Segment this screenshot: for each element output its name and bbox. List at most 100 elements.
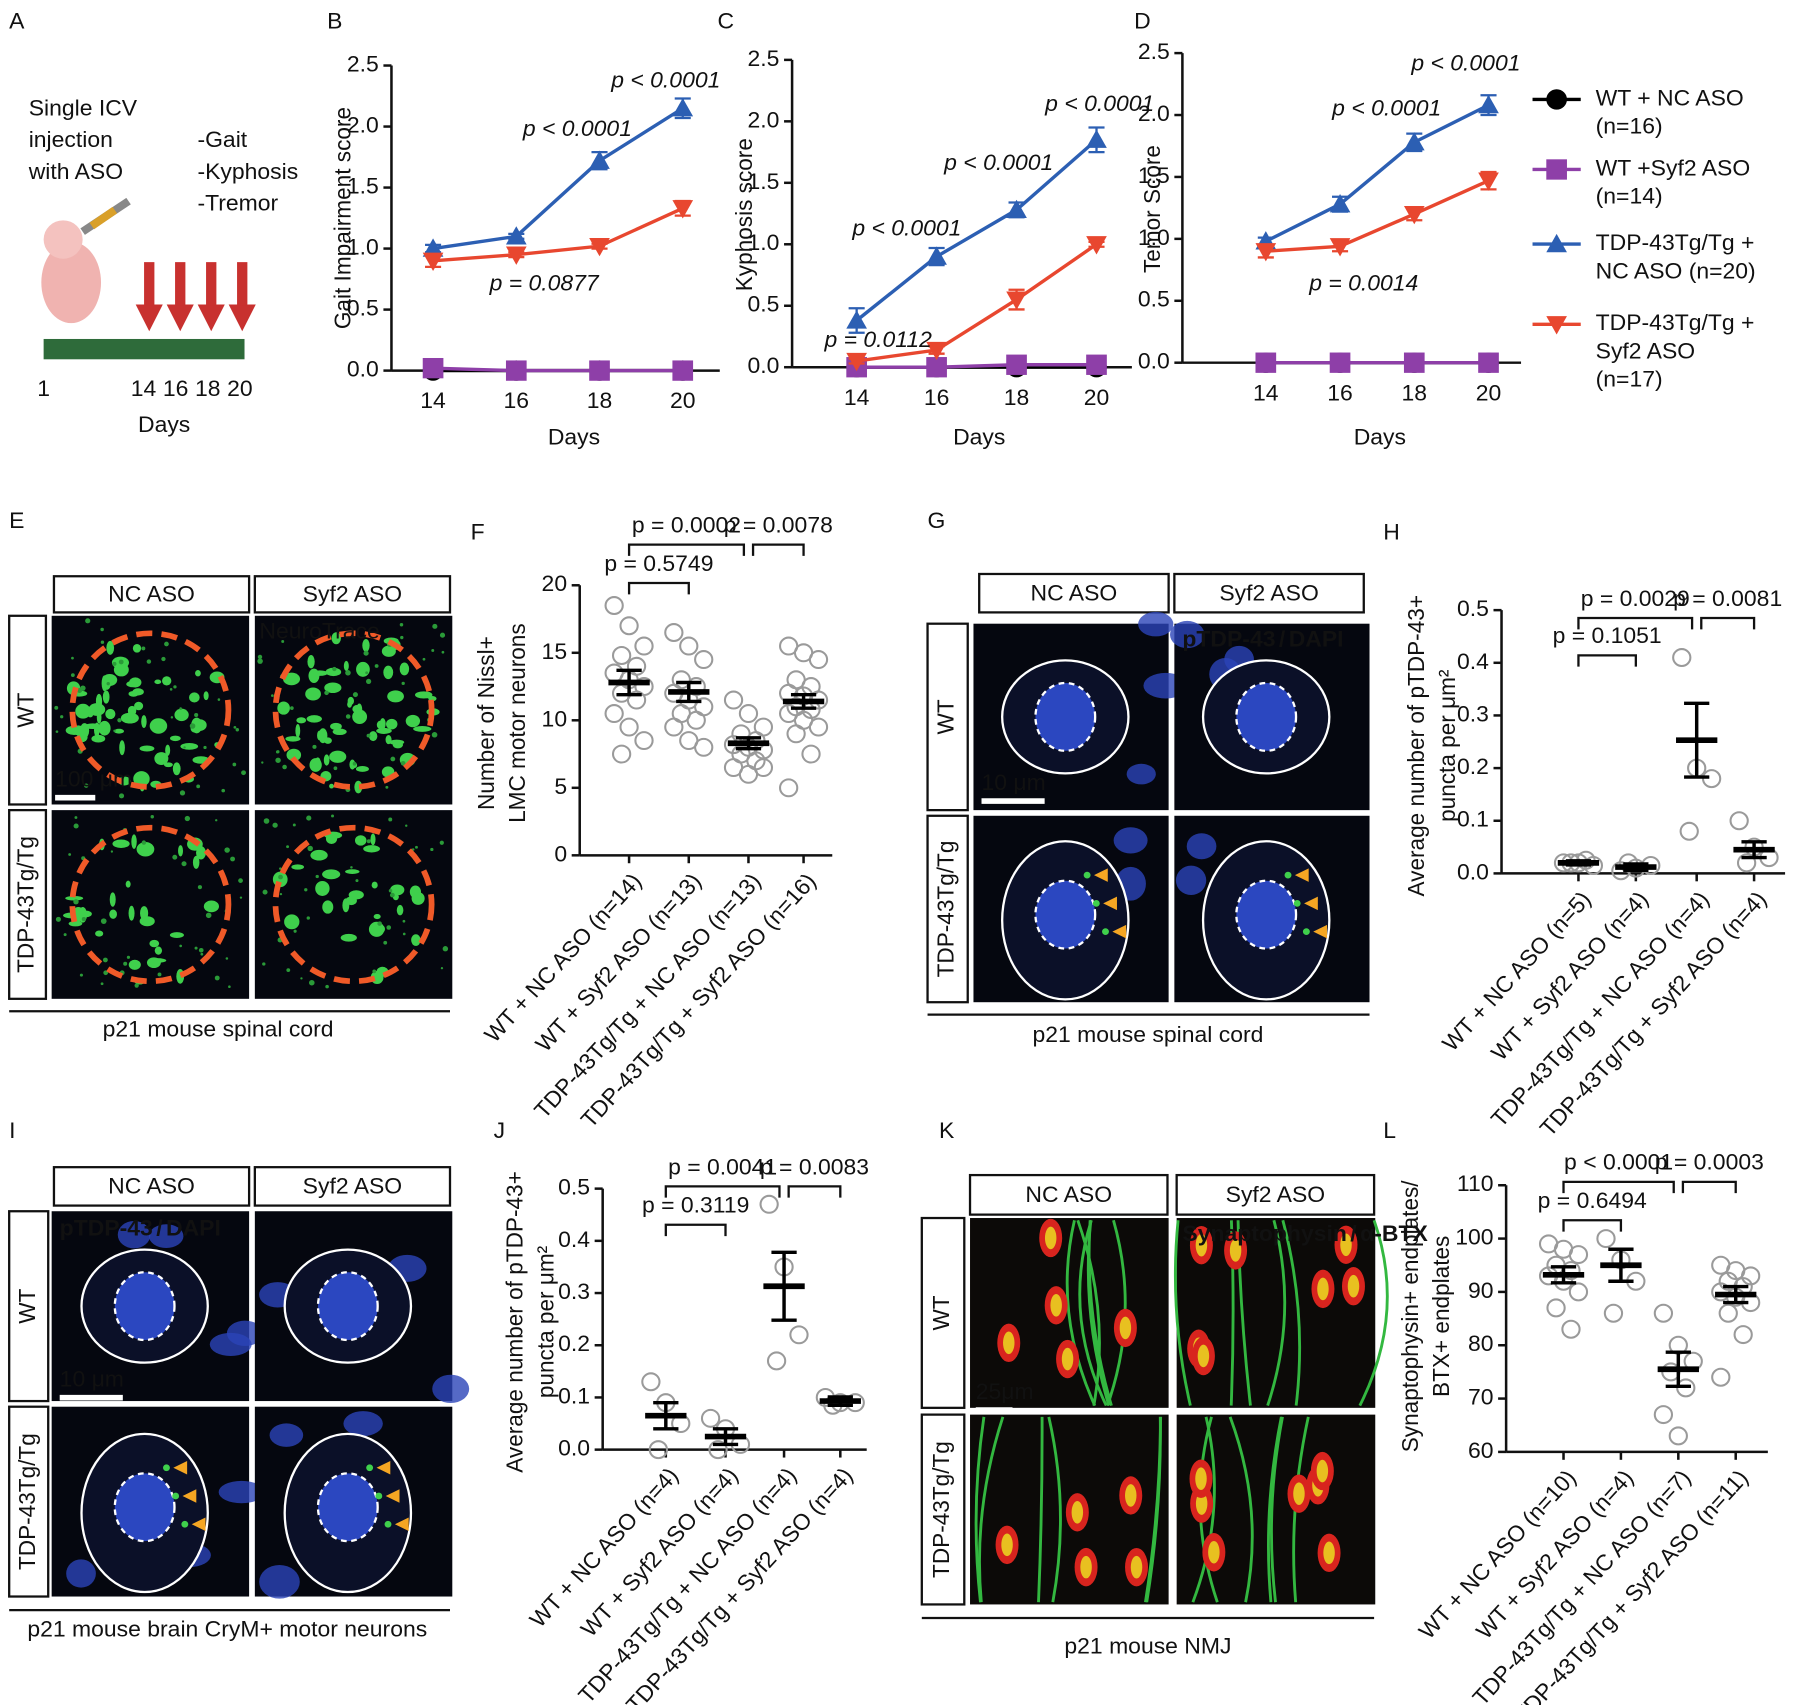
background-stain <box>100 982 104 986</box>
data-point <box>634 636 654 656</box>
marker <box>1546 233 1567 253</box>
background-stain <box>194 713 199 718</box>
marker <box>589 360 610 381</box>
bracket <box>627 543 746 556</box>
background-stain <box>300 977 303 980</box>
background-stain <box>262 962 266 966</box>
cell-stain <box>155 721 161 726</box>
x-tick-label: TDP-43Tg/Tg + NC ASO (n=4) <box>573 1462 802 1705</box>
background-stain <box>100 640 105 644</box>
nucleus-stain <box>343 1411 383 1437</box>
y-tick-label: 60 <box>1468 1437 1494 1463</box>
nucleus <box>1235 681 1298 752</box>
data-point <box>641 1372 661 1392</box>
background-stain <box>118 659 124 665</box>
background-stain <box>233 725 237 729</box>
nerve-fiber <box>1228 1416 1254 1603</box>
data-point <box>1668 1426 1688 1446</box>
marker <box>589 150 610 169</box>
bracket <box>1562 1219 1623 1232</box>
mouse-pup <box>41 197 131 324</box>
cell-stain <box>169 932 184 938</box>
stain-label: / <box>1279 626 1286 652</box>
background-stain <box>141 646 146 651</box>
y-tick-label: 0.0 <box>1457 859 1489 885</box>
nerve-fiber <box>1191 1416 1216 1603</box>
endplate-overlap <box>1003 1331 1015 1355</box>
row-header-box <box>926 814 969 1004</box>
y-tick-label: 0.3 <box>558 1278 590 1304</box>
marker <box>1478 352 1499 373</box>
readout-text: -Kyphosis <box>197 158 298 184</box>
y-tick-label: 0.1 <box>1457 806 1489 832</box>
cell-stain <box>348 890 364 900</box>
cell-stain <box>282 672 301 686</box>
background-stain <box>286 968 291 973</box>
data-point <box>679 636 699 656</box>
cell-stain <box>387 690 404 703</box>
background-stain <box>390 756 396 762</box>
cell-stain <box>109 909 117 919</box>
data-point <box>801 744 821 764</box>
background-stain <box>293 929 297 933</box>
cell-stain <box>363 845 381 853</box>
cell-stain <box>295 724 301 738</box>
marker <box>1403 205 1425 225</box>
background-stain <box>402 919 406 923</box>
column-header: Syf2 ASO <box>303 581 402 607</box>
endplate-overlap <box>1119 1316 1132 1340</box>
cell-stain <box>352 709 368 724</box>
marker <box>589 237 610 257</box>
scale-label: 25μm <box>976 1378 1034 1404</box>
cell-stain <box>98 720 111 736</box>
background-stain <box>100 918 107 924</box>
marker <box>422 238 444 257</box>
p-value: p = 0.3119 <box>642 1192 749 1218</box>
puncta <box>375 1492 383 1500</box>
timepoint-arrows <box>135 262 256 332</box>
background-stain <box>157 972 162 977</box>
background-stain <box>215 819 218 822</box>
puncta <box>384 1520 392 1528</box>
scale-label: 10 μm <box>60 1366 124 1392</box>
p-value: p < 0.0001 <box>1331 95 1441 121</box>
background-stain <box>63 933 67 937</box>
cell-stain <box>112 839 130 848</box>
endplate-overlap <box>1044 1226 1057 1250</box>
row-header: WT <box>12 692 38 727</box>
y-tick-label: 0.5 <box>1138 286 1170 312</box>
y-tick-label: 1.0 <box>1138 224 1170 250</box>
background-stain <box>183 746 186 749</box>
background-stain <box>79 973 83 977</box>
background-stain <box>73 823 79 829</box>
cell-stain <box>311 670 328 676</box>
background-stain <box>345 670 351 676</box>
background-stain <box>352 761 357 766</box>
endplate-overlap <box>1071 1501 1084 1524</box>
data-point <box>634 731 654 751</box>
p-value: p = 0.0003 <box>1655 1149 1764 1175</box>
background-stain <box>221 788 226 793</box>
data-point <box>619 717 639 737</box>
data-point <box>1711 1367 1731 1387</box>
background-stain <box>112 661 117 666</box>
cell-stain <box>134 701 144 711</box>
background-stain <box>141 840 147 845</box>
nucleus-stain <box>148 1224 184 1249</box>
p-value: p = 0.5749 <box>604 550 713 576</box>
marker <box>1546 316 1567 335</box>
column-header: NC ASO <box>1031 579 1118 605</box>
cell-stain <box>362 639 370 652</box>
column-header: NC ASO <box>108 1173 195 1199</box>
cell-stain <box>307 654 315 669</box>
cell-stain <box>329 783 334 789</box>
data-point <box>1729 811 1749 831</box>
data-point <box>664 717 684 737</box>
series-line <box>432 206 684 263</box>
stain-label: pTDP-43 <box>60 1214 153 1240</box>
data-point <box>694 737 714 757</box>
marker <box>672 98 694 117</box>
data-point <box>1718 1303 1738 1323</box>
y-axis-label: puncta per μm² <box>1434 669 1460 822</box>
x-axis-label: Days <box>1354 424 1406 450</box>
